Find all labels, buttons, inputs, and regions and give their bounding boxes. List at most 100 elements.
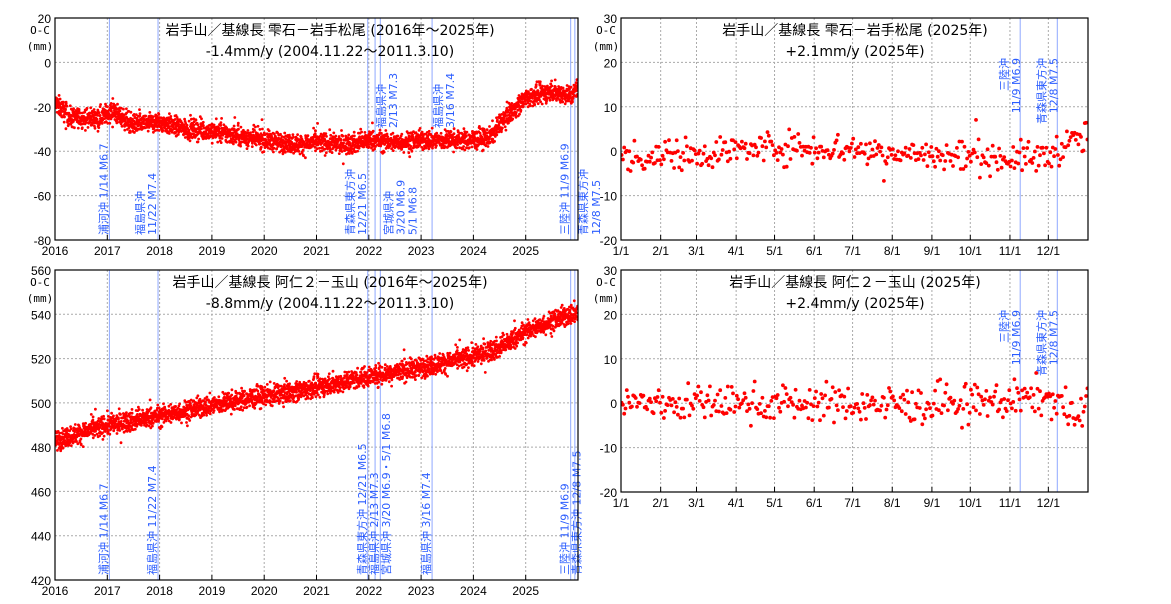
data-point (284, 150, 287, 154)
data-point (745, 157, 749, 161)
data-point (115, 432, 119, 435)
event-label: 12/8 M7.5 (590, 180, 603, 235)
data-point (546, 84, 549, 88)
data-point (891, 147, 895, 152)
data-point (93, 434, 97, 437)
data-point (125, 429, 129, 433)
data-point (177, 122, 180, 126)
data-point (690, 158, 694, 163)
data-point (760, 144, 765, 149)
data-point (76, 442, 80, 446)
data-point (1076, 142, 1081, 147)
y-tick-label: 0 (610, 145, 617, 159)
data-point (882, 179, 886, 183)
data-point (463, 148, 467, 152)
data-point (516, 108, 520, 112)
data-point (241, 408, 245, 412)
data-point (219, 121, 223, 124)
data-point (287, 397, 291, 400)
event-annotations: 浦河沖 1/14 M6.7 福島県沖 11/22 M7.4 青森県東方沖 12/21… (97, 270, 584, 580)
data-point (162, 421, 166, 424)
data-point (416, 141, 420, 145)
data-point (64, 108, 67, 112)
data-point (174, 131, 178, 135)
data-point (106, 409, 109, 413)
data-point (1031, 156, 1036, 160)
data-point (902, 151, 907, 156)
data-point (240, 386, 244, 390)
data-point (231, 131, 235, 135)
data-point (81, 445, 85, 448)
data-point (213, 396, 216, 399)
data-point (175, 116, 179, 119)
data-point (350, 152, 354, 155)
data-point (108, 424, 111, 428)
data-point (75, 440, 78, 443)
data-point (497, 123, 501, 127)
data-point (111, 125, 114, 129)
data-point (627, 149, 632, 154)
data-point (811, 135, 816, 140)
x-tick-label: 5/1 (766, 244, 783, 258)
data-point (80, 126, 84, 130)
data-point (289, 399, 292, 403)
data-point (834, 138, 839, 143)
data-point (76, 126, 80, 130)
data-point (340, 150, 344, 153)
data-point (478, 125, 481, 128)
data-point (391, 149, 395, 153)
x-tick-label: 11/1 (999, 244, 1022, 258)
data-point (518, 112, 521, 116)
x-tick-label: 2024 (460, 584, 487, 598)
data-point (243, 389, 247, 393)
data-point (292, 135, 295, 139)
chart-panel-1: 2016 2017 2018 2019 2020 2021 2022 2023 2024 2025… (27, 12, 603, 258)
data-point (935, 154, 940, 159)
data-point (73, 430, 76, 433)
x-tick-label: 10/1 (959, 244, 983, 258)
data-point (878, 149, 882, 154)
data-point (323, 147, 327, 151)
data-point (558, 98, 562, 102)
data-point (1085, 137, 1088, 142)
event-label: 福島県沖 (431, 84, 445, 128)
data-point (183, 136, 187, 139)
data-point (819, 144, 824, 149)
data-point (510, 102, 514, 105)
event-label: 三陸沖 11/9 M6.9 (559, 483, 572, 575)
data-point (923, 152, 927, 157)
data-point (283, 391, 287, 395)
data-point (166, 417, 170, 420)
data-point (429, 145, 432, 148)
x-tick-label: 9/1 (924, 244, 941, 258)
data-point (69, 425, 72, 428)
data-point (138, 108, 141, 111)
data-point (719, 152, 724, 157)
data-point (61, 446, 65, 450)
data-point (229, 412, 233, 416)
data-point (157, 406, 161, 410)
data-point (821, 155, 826, 160)
data-point (102, 414, 105, 418)
data-point (994, 160, 999, 165)
data-point (198, 413, 201, 417)
data-point (934, 146, 939, 151)
data-point (531, 96, 534, 100)
data-point (220, 137, 224, 140)
data-point (567, 85, 571, 89)
y-unit-sub: (mm) (593, 40, 620, 53)
data-point (230, 388, 234, 392)
data-point (1049, 164, 1054, 169)
data-point (65, 104, 69, 108)
data-point (400, 132, 404, 136)
data-point (236, 124, 240, 127)
data-point (421, 135, 425, 139)
data-point (195, 403, 199, 407)
event-label: 宮城県沖 (381, 191, 395, 235)
data-point (1018, 137, 1023, 142)
data-point (254, 125, 257, 129)
event-label: 福島県沖 (133, 191, 147, 235)
data-point (485, 128, 489, 132)
data-point (196, 394, 200, 398)
data-point (58, 431, 61, 435)
